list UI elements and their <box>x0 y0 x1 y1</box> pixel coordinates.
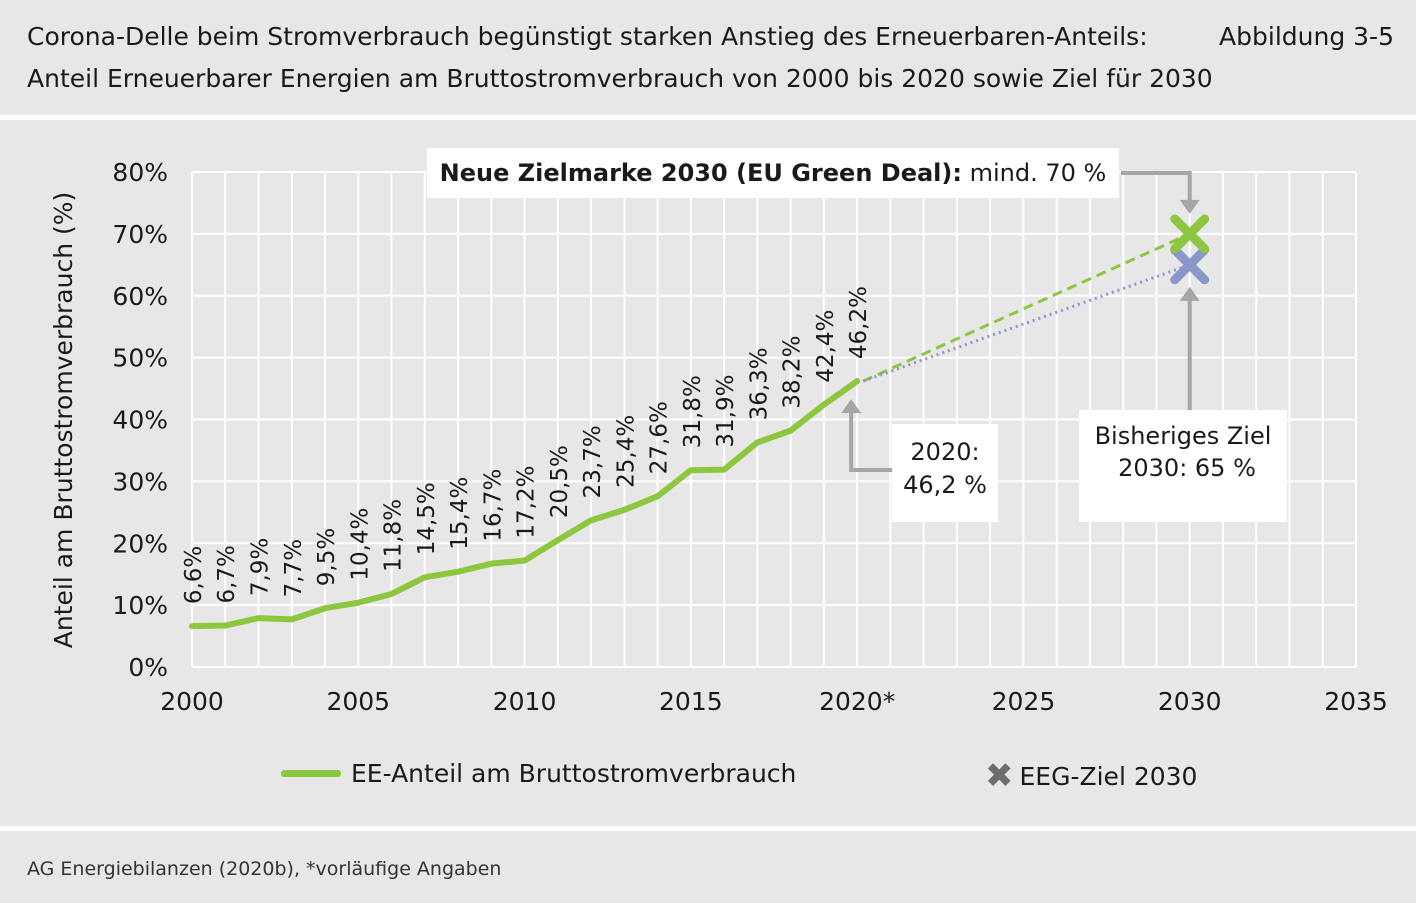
data-label: 6,6% <box>181 546 207 604</box>
x-tick-label: 2020* <box>819 687 895 716</box>
data-label: 36,3% <box>746 347 772 420</box>
series-group <box>189 378 861 630</box>
old-target-arrowhead <box>1179 286 1200 301</box>
legend-x-marker: ✖ <box>985 756 1014 796</box>
current-value-arrowhead <box>841 399 862 414</box>
new-target-text: Neue Zielmarke 2030 (EU Green Deal): min… <box>440 159 1107 187</box>
current-value-line1: 2020: <box>910 438 979 466</box>
data-label: 9,5% <box>314 528 340 586</box>
x-marker-stroke <box>1170 214 1210 254</box>
footer-source: AG Energiebilanzen (2020b), *vorläufige … <box>27 858 502 880</box>
series-line <box>189 378 861 630</box>
y-tick-label: 40% <box>112 406 168 435</box>
current-value-arrow-line <box>849 411 892 472</box>
y-tick-label: 20% <box>112 529 168 558</box>
data-label: 6,7% <box>214 545 240 603</box>
current-value-line2: 46,2 % <box>903 471 987 499</box>
chart-title: Corona-Delle beim Stromverbrauch begünst… <box>27 22 1148 51</box>
projection-old-target <box>862 263 1191 383</box>
old-target-box <box>1079 410 1287 522</box>
data-label: 10,4% <box>347 508 373 581</box>
legend-series: EE-Anteil am Bruttostromverbrauch <box>281 759 796 788</box>
data-label: 31,8% <box>680 375 706 448</box>
data-label: 42,4% <box>813 310 839 383</box>
new-target-bold: Neue Zielmarke 2030 (EU Green Deal): <box>440 159 962 187</box>
y-tick-label: 80% <box>112 158 168 187</box>
data-label: 20,5% <box>547 445 573 518</box>
annotations: Neue Zielmarke 2030 (EU Green Deal): min… <box>427 148 1287 522</box>
legend-target: ✖ EEG-Ziel 2030 <box>985 759 1197 793</box>
line-chart: 0%10%20%30%40%50%60%70%80% 2000 2005 2010 2… <box>49 148 1388 716</box>
legend-series-label: EE-Anteil am Bruttostromverbrauch <box>351 759 797 788</box>
data-label: 23,7% <box>580 425 606 498</box>
x-tick-label: 2010 <box>493 687 557 716</box>
x-tick-label: 2030 <box>1158 687 1222 716</box>
header-divider <box>0 115 1416 120</box>
target-markers <box>1170 214 1210 285</box>
old-target-line2: 2030: 65 % <box>1118 454 1256 482</box>
y-tick-label: 70% <box>112 220 168 249</box>
new-target-arrowhead <box>1179 199 1200 214</box>
data-label: 7,7% <box>281 539 307 597</box>
target-marker-new <box>1170 214 1210 254</box>
data-label: 31,9% <box>713 375 739 448</box>
old-target-line1: Bisheriges Ziel <box>1095 422 1272 450</box>
y-tick-label: 30% <box>112 467 168 496</box>
data-labels: 6,6% 6,7% 7,9% 7,7% 9,5% 10,4% 11,8% 14,5% 15,4%… <box>181 286 872 604</box>
new-target-box <box>427 148 1119 198</box>
legend-target-label: EEG-Ziel 2030 <box>1019 761 1198 791</box>
y-tick-label: 0% <box>128 653 168 682</box>
x-tick-label: 2005 <box>326 687 390 716</box>
new-target-arrow-line <box>1121 171 1192 202</box>
header: Corona-Delle beim Stromverbrauch begünst… <box>0 0 1416 114</box>
chart-subtitle: Anteil Erneuerbarer Energien am Bruttost… <box>27 64 1213 93</box>
data-label: 46,2% <box>846 286 872 359</box>
y-tick-label: 60% <box>112 282 168 311</box>
x-marker-stroke <box>1170 245 1210 285</box>
data-label: 15,4% <box>447 477 473 550</box>
y-tick-label: 50% <box>112 344 168 373</box>
y-tick-label: 10% <box>112 591 168 620</box>
y-axis: 0% 10% 20% 30% 40% 50% 60% 70% 80% <box>112 158 168 682</box>
data-label: 11,8% <box>381 499 407 572</box>
gridlines <box>191 171 1357 668</box>
figure-number: Abbildung 3-5 <box>1219 22 1394 51</box>
x-tick-label: 2015 <box>659 687 723 716</box>
data-label: 16,7% <box>480 469 506 542</box>
footer-divider <box>0 826 1416 831</box>
x-axis: 2000 2005 2010 2015 2020* 2025 2030 2035 <box>160 687 1388 716</box>
data-label: 7,9% <box>248 538 274 596</box>
current-value-box <box>892 424 998 522</box>
legend-line-swatch <box>281 770 341 777</box>
projection-new-target <box>862 232 1191 383</box>
data-label: 14,5% <box>414 482 440 555</box>
x-tick-label: 2000 <box>160 687 224 716</box>
x-tick-label: 2025 <box>992 687 1056 716</box>
projection-lines <box>862 232 1191 383</box>
data-label: 25,4% <box>613 415 639 488</box>
data-label: 27,6% <box>647 401 673 474</box>
data-label: 38,2% <box>780 336 806 409</box>
new-target-value: mind. 70 % <box>962 159 1106 187</box>
target-marker-old <box>1170 245 1210 285</box>
x-tick-label: 2035 <box>1324 687 1388 716</box>
data-label: 17,2% <box>514 465 540 538</box>
y-axis-label: Anteil am Bruttostromverbrauch (%) <box>49 192 78 649</box>
